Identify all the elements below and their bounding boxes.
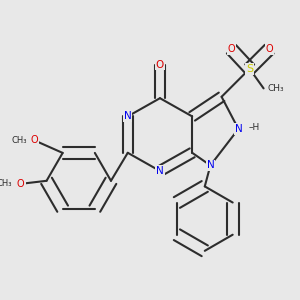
Text: O: O — [156, 60, 164, 70]
Text: N: N — [235, 124, 242, 134]
Text: O: O — [31, 135, 38, 145]
Text: N: N — [124, 111, 132, 122]
Text: N: N — [156, 166, 164, 176]
Text: CH₃: CH₃ — [0, 179, 12, 188]
Text: –H: –H — [248, 123, 260, 132]
Text: S: S — [246, 64, 253, 74]
Text: CH₃: CH₃ — [268, 84, 284, 93]
Text: O: O — [16, 178, 24, 189]
Text: N: N — [206, 160, 214, 170]
Text: O: O — [266, 44, 273, 54]
Text: O: O — [228, 44, 235, 54]
Text: CH₃: CH₃ — [11, 136, 27, 145]
